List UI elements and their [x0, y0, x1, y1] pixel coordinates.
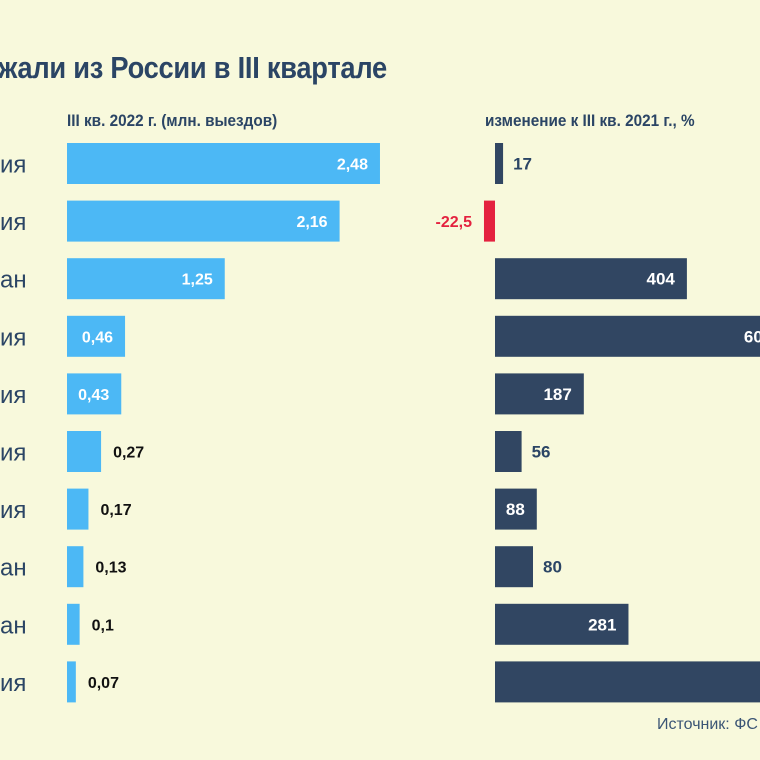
left-bar-label: 0,46 [82, 329, 113, 346]
left-bar [67, 546, 84, 588]
left-bar [67, 488, 89, 530]
right-bar-label: -22,5 [436, 214, 473, 231]
right-bar-label: 404 [647, 270, 676, 289]
category-label: ан [0, 555, 27, 582]
right-bar [495, 258, 687, 300]
right-bar-label: 187 [543, 385, 571, 404]
category-label: ан [0, 267, 27, 294]
left-bar [67, 431, 102, 472]
right-bar [495, 603, 629, 645]
left-bar-label: 2,16 [296, 214, 327, 231]
right-bar [495, 546, 533, 588]
right-bar-label: 609 [744, 327, 760, 346]
right-bar-label: 281 [588, 615, 616, 634]
left-bar-label: 0,1 [92, 617, 114, 634]
right-bar-label: 80 [543, 558, 562, 577]
category-label: ия [0, 382, 26, 409]
right-bar [495, 315, 760, 357]
left-bar [67, 373, 122, 415]
left-bar [67, 143, 380, 184]
left-chart-subtitle: III кв. 2022 г. (млн. выездов) [67, 111, 278, 130]
right-bar [495, 373, 584, 415]
category-label: ан [0, 612, 27, 639]
right-bar-negative [483, 200, 495, 242]
category-label: ия [0, 209, 26, 236]
right-chart-subtitle: изменение к III кв. 2021 г., % [485, 111, 695, 130]
left-bar-label: 0,17 [100, 502, 131, 519]
right-bar [495, 661, 760, 703]
left-bar [67, 315, 126, 357]
chart-title: жали из России в III квартале [0, 50, 387, 85]
left-bar-label: 0,43 [78, 387, 109, 404]
right-bar [495, 143, 504, 184]
left-bar-label: 0,13 [95, 560, 126, 577]
right-bar-label: 88 [506, 500, 525, 519]
right-bar [495, 488, 537, 530]
left-bar [67, 258, 225, 300]
left-bar-label: 1,25 [182, 272, 213, 289]
left-bar [67, 603, 80, 645]
right-bar-label: 17 [513, 155, 532, 174]
category-label: ия [0, 324, 26, 351]
category-label: ия [0, 440, 26, 467]
left-bar-label: 0,27 [113, 445, 144, 462]
source-note: Источник: ФС [657, 716, 758, 733]
left-bar-label: 0,07 [88, 675, 119, 692]
left-bar-label: 2,48 [337, 157, 368, 174]
category-label: ия [0, 670, 26, 697]
right-bar-label: 56 [532, 443, 551, 462]
right-bar [495, 431, 522, 472]
left-bar [67, 200, 340, 242]
left-bar [67, 661, 76, 703]
category-label: ия [0, 497, 26, 524]
category-label: ия [0, 152, 26, 179]
